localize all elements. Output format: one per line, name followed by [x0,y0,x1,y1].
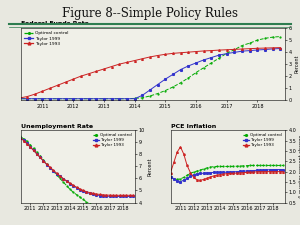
Text: Federal Funds Rate: Federal Funds Rate [21,21,89,26]
Legend: Optimal control, Taylor 1999, Taylor 1993: Optimal control, Taylor 1999, Taylor 199… [92,133,133,148]
Y-axis label: Percent: Percent [147,157,152,176]
Text: Figure 8--Simple Policy Rules: Figure 8--Simple Policy Rules [62,7,238,20]
Y-axis label: 4-quarter percent change: 4-quarter percent change [299,135,300,198]
Legend: Optimal control, Taylor 1999, Taylor 1993: Optimal control, Taylor 1999, Taylor 199… [242,133,283,148]
Text: PCE Inflation: PCE Inflation [171,124,217,129]
Legend: Optimal control, Taylor 1999, Taylor 1993: Optimal control, Taylor 1999, Taylor 199… [23,30,69,47]
Text: Unemployment Rate: Unemployment Rate [21,124,93,129]
Y-axis label: Percent: Percent [294,55,299,73]
